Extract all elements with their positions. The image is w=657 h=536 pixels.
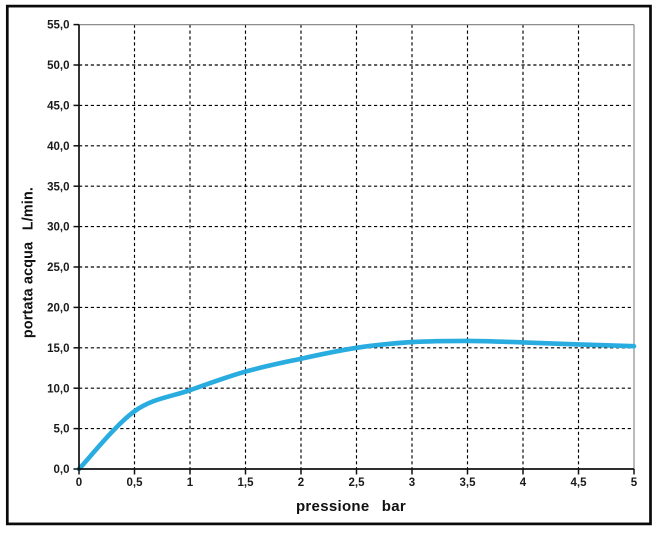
svg-text:2,5: 2,5: [349, 477, 366, 489]
svg-text:0,5: 0,5: [127, 477, 144, 489]
svg-text:30,0: 30,0: [47, 222, 69, 234]
svg-text:50,0: 50,0: [47, 60, 69, 72]
svg-text:35,0: 35,0: [47, 181, 69, 193]
svg-text:4,5: 4,5: [571, 477, 588, 489]
svg-text:5,0: 5,0: [54, 424, 70, 436]
svg-text:portata acqua L/min.: portata acqua L/min.: [21, 187, 37, 338]
svg-text:3,5: 3,5: [460, 477, 477, 489]
svg-text:0: 0: [76, 477, 82, 489]
svg-text:0,0: 0,0: [54, 464, 70, 476]
svg-text:55,0: 55,0: [47, 20, 69, 32]
svg-text:25,0: 25,0: [47, 262, 69, 274]
svg-text:15,0: 15,0: [47, 343, 69, 355]
svg-text:1: 1: [187, 477, 194, 489]
svg-text:10,0: 10,0: [47, 383, 69, 395]
svg-text:1,5: 1,5: [238, 477, 255, 489]
svg-text:45,0: 45,0: [47, 101, 69, 113]
svg-text:2: 2: [298, 477, 304, 489]
svg-text:pressione bar: pressione bar: [296, 498, 406, 515]
svg-text:4: 4: [520, 477, 527, 489]
svg-text:20,0: 20,0: [47, 303, 69, 315]
svg-text:3: 3: [409, 477, 415, 489]
svg-text:5: 5: [631, 477, 638, 489]
svg-text:40,0: 40,0: [47, 141, 69, 153]
